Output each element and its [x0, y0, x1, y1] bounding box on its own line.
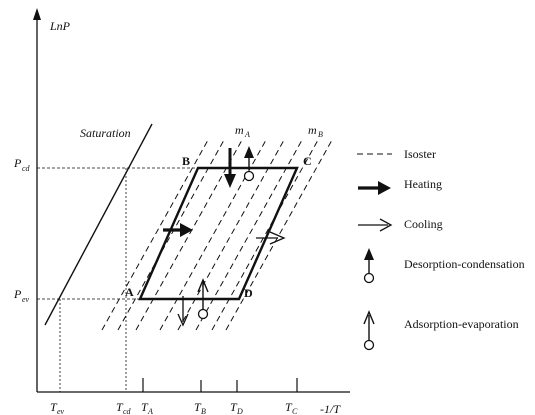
heating-arrow-left [163, 223, 193, 237]
legend-heating: Heating [358, 177, 442, 195]
svg-text:B: B [201, 407, 206, 415]
isoster-label-mb: m B [308, 123, 323, 139]
isoster-line [101, 139, 209, 331]
legend-adsorption: Adsorption-evaporation [363, 310, 519, 351]
temp-label-tcd: T cd [116, 400, 132, 415]
corner-label-c: C [303, 154, 312, 168]
svg-text:Isoster: Isoster [404, 147, 436, 161]
desorption-symbol-cycle [243, 146, 255, 182]
svg-text:P: P [13, 287, 22, 301]
temp-label-td: T D [230, 400, 243, 415]
y-axis-label: LnP [49, 19, 71, 33]
corner-label-a: A [125, 285, 134, 299]
pcd-label: P cd [13, 156, 31, 173]
cycle-parallelogram [138, 166, 299, 301]
adsorption-arrow-icon [363, 310, 375, 325]
cooling-arrow-right [256, 231, 286, 245]
temp-label-tb: T B [194, 400, 206, 415]
y-axis-arrow-icon [33, 8, 41, 20]
svg-text:T: T [194, 400, 202, 414]
svg-text:T: T [50, 400, 58, 414]
adsorption-circle-icon [363, 339, 375, 351]
desorption-circle-icon [363, 272, 375, 284]
isoster-label-ma: m A [235, 123, 250, 139]
corner-label-b: B [182, 154, 190, 168]
temp-label-tc: T C [285, 400, 298, 415]
isoster-line [135, 139, 243, 331]
saturation-label: Saturation [80, 126, 131, 140]
legend-isoster: Isoster [357, 147, 436, 161]
isoster-line [177, 139, 285, 331]
isoster-line [117, 139, 225, 331]
legend-cooling: Cooling [358, 217, 443, 232]
svg-text:Heating: Heating [404, 177, 442, 191]
isoster-line [195, 139, 303, 331]
temp-label-ta: T A [141, 400, 153, 415]
svg-text:T: T [285, 400, 293, 414]
isoster-line [225, 139, 333, 331]
svg-text:Cooling: Cooling [404, 217, 443, 231]
cooling-arrow-icon [379, 218, 393, 232]
svg-text:D: D [236, 407, 243, 415]
svg-text:C: C [292, 407, 298, 415]
adsorption-symbol-cycle [197, 278, 209, 320]
svg-text:Desorption-condensation: Desorption-condensation [404, 257, 525, 271]
svg-text:Adsorption-evaporation: Adsorption-evaporation [404, 317, 519, 331]
svg-text:ev: ev [57, 407, 65, 415]
cooling-arrow-bottom [177, 296, 189, 327]
svg-text:ev: ev [22, 295, 30, 304]
svg-text:A: A [244, 130, 250, 139]
heating-arrow-top [224, 148, 236, 188]
heating-arrow-icon [378, 181, 391, 195]
svg-text:A: A [147, 407, 153, 415]
svg-text:m: m [235, 123, 244, 137]
svg-text:P: P [13, 156, 22, 170]
legend-desorption: Desorption-condensation [363, 248, 525, 284]
svg-text:T: T [141, 400, 149, 414]
isoster-line [211, 139, 319, 331]
svg-text:B: B [318, 130, 323, 139]
pev-label: P ev [13, 287, 30, 304]
svg-text:T: T [230, 400, 238, 414]
svg-text:cd: cd [123, 407, 132, 415]
x-axis-label: -1/T [320, 402, 341, 415]
desorption-arrow-icon [364, 248, 374, 260]
svg-text:m: m [308, 123, 317, 137]
corner-label-d: D [244, 286, 253, 300]
temp-label-tev: T ev [50, 400, 65, 415]
saturation-line [44, 123, 153, 326]
svg-text:T: T [116, 400, 124, 414]
legend: Isoster Heating Cooling Desorption-conde… [357, 147, 525, 351]
svg-text:cd: cd [22, 164, 31, 173]
